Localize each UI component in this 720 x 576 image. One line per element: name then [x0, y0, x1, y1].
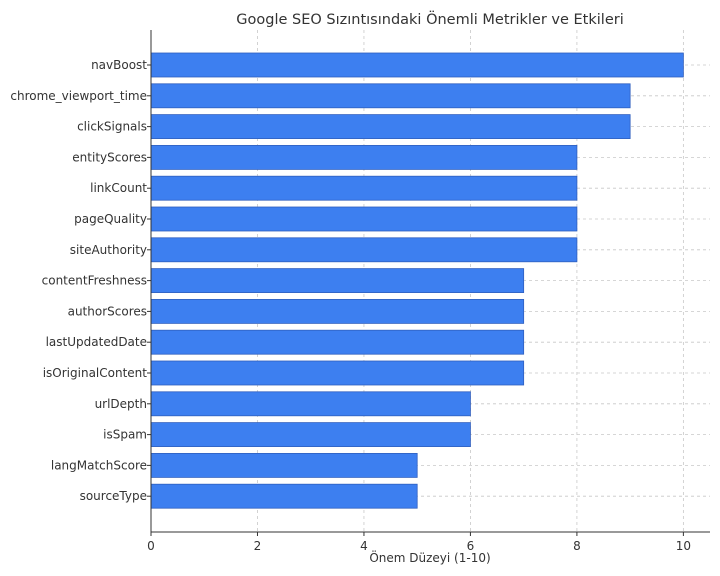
x-tick-label: 0: [147, 539, 155, 553]
x-axis: 0 2 4 6 8 10: [147, 532, 691, 553]
category-label: siteAuthority: [70, 243, 147, 257]
category-labels: navBoost chrome_viewport_time clickSignals…: [10, 58, 151, 503]
category-label: isSpam: [103, 428, 147, 442]
bar-clickSignals: [150, 114, 631, 139]
x-axis-label: Önem Düzeyi (1-10): [369, 549, 490, 565]
chart-title: Google SEO Sızıntısındaki Önemli Metrikl…: [236, 10, 623, 28]
category-label: authorScores: [68, 304, 147, 318]
category-label: pageQuality: [74, 212, 147, 226]
category-label: langMatchScore: [51, 458, 147, 472]
bar-lastUpdatedDate: [150, 329, 525, 355]
bar-navBoost: [150, 52, 684, 78]
category-label: clickSignals: [77, 120, 147, 134]
bar-siteAuthority: [150, 237, 578, 263]
category-label: entityScores: [72, 150, 147, 164]
x-tick-label: 2: [254, 539, 262, 553]
bar-chrome_viewport_time: [150, 83, 631, 109]
category-label: sourceType: [80, 489, 147, 503]
category-label: chrome_viewport_time: [10, 89, 147, 103]
category-label: linkCount: [90, 181, 147, 195]
bar-contentFreshness: [150, 268, 525, 294]
category-label: navBoost: [91, 58, 147, 72]
bar-authorScores: [150, 298, 525, 324]
bar-pageQuality: [150, 206, 578, 232]
x-tick-label: 10: [676, 539, 691, 553]
bar-urlDepth: [150, 391, 471, 417]
category-label: lastUpdatedDate: [46, 335, 147, 349]
bar-isOriginalContent: [150, 360, 525, 386]
category-label: isOriginalContent: [43, 366, 148, 380]
x-tick-label: 6: [467, 539, 475, 553]
category-label: urlDepth: [95, 397, 147, 411]
bars: [150, 52, 684, 509]
bar-langMatchScore: [150, 452, 418, 478]
x-tick-label: 4: [360, 539, 368, 553]
bar-isSpam: [150, 422, 471, 448]
bar-linkCount: [150, 175, 578, 201]
category-label: contentFreshness: [42, 274, 147, 288]
bar-entityScores: [150, 144, 578, 170]
x-tick-label: 8: [573, 539, 581, 553]
bar-sourceType: [150, 483, 418, 509]
